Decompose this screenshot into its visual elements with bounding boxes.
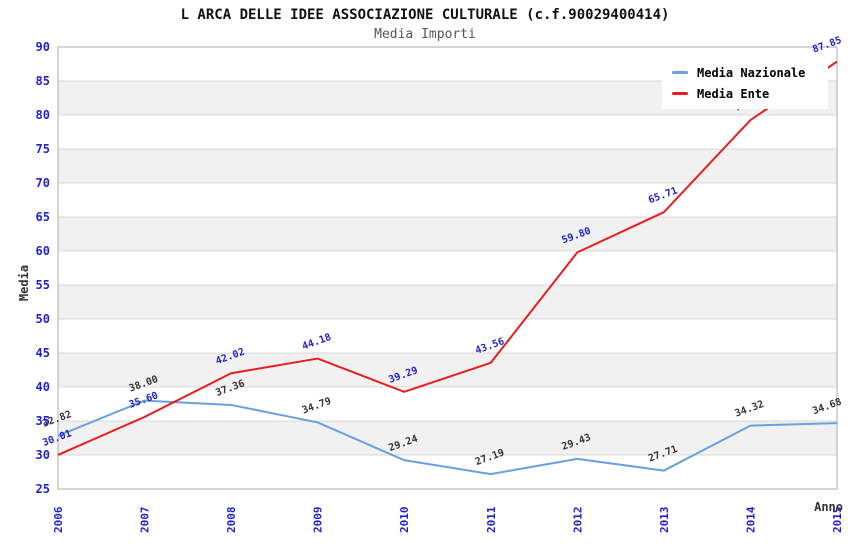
ytick-label: 55 <box>36 278 50 292</box>
legend-line-sample-icon <box>672 92 688 95</box>
ytick-label: 45 <box>36 346 50 360</box>
legend-line-sample-icon <box>672 71 688 74</box>
chart-subtitle: Media Importi <box>374 27 476 42</box>
ytick-label: 50 <box>36 312 50 326</box>
plot-band <box>58 387 837 421</box>
legend: Media Nazionale Media Ente <box>662 57 828 109</box>
legend-label: Media Ente <box>697 86 770 101</box>
legend-label: Media Nazionale <box>697 65 806 80</box>
ytick-label: 40 <box>36 380 50 394</box>
y-axis-title: Media <box>17 264 31 302</box>
plot-band <box>58 149 837 183</box>
plot-border <box>57 46 838 490</box>
plot-band <box>58 421 837 455</box>
xtick-label: 2015 <box>831 507 844 534</box>
legend-item-media-ente: Media Ente <box>672 83 822 104</box>
ytick-label: 80 <box>36 108 50 122</box>
x-axis-title: Anno <box>814 500 843 514</box>
xtick-label: 2013 <box>658 507 671 534</box>
plot-band <box>58 115 837 149</box>
legend-item-media-nazionale: Media Nazionale <box>672 62 822 83</box>
ytick-label: 60 <box>36 244 50 258</box>
xtick-label: 2008 <box>225 507 238 534</box>
xtick-label: 2009 <box>312 507 325 534</box>
plot-band <box>58 217 837 251</box>
chart-title: L ARCA DELLE IDEE ASSOCIAZIONE CULTURALE… <box>180 7 670 23</box>
plot-band <box>58 251 837 285</box>
xtick-label: 2010 <box>398 507 411 534</box>
ytick-label: 90 <box>36 40 50 54</box>
xtick-label: 2007 <box>139 507 152 534</box>
ytick-label: 35 <box>36 414 50 428</box>
ytick-label: 30 <box>36 448 50 462</box>
ytick-label: 25 <box>36 482 50 496</box>
plot-band <box>58 455 837 489</box>
ytick-label: 75 <box>36 142 50 156</box>
plot-band <box>58 183 837 217</box>
ytick-label: 85 <box>36 74 50 88</box>
xtick-label: 2012 <box>571 507 584 534</box>
ytick-label: 70 <box>36 176 50 190</box>
xtick-label: 2006 <box>52 506 65 533</box>
plot-band <box>58 319 837 353</box>
xtick-label: 2011 <box>485 506 498 533</box>
ytick-label: 65 <box>36 210 50 224</box>
plot-band <box>58 353 837 387</box>
series-line-media-ente <box>57 60 838 456</box>
series-line-media-nazionale <box>57 399 838 476</box>
plot-band <box>58 285 837 319</box>
xtick-label: 2014 <box>744 506 757 533</box>
